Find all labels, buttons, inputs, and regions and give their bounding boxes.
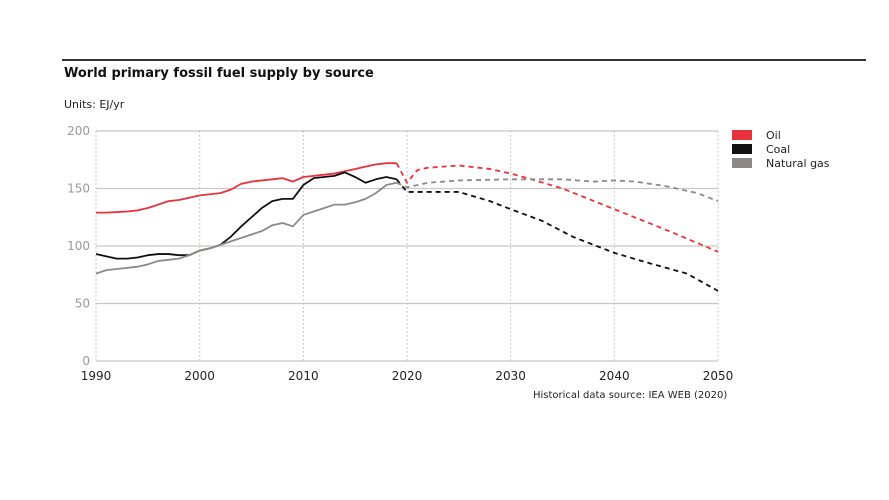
legend-item-coal[interactable]: Coal xyxy=(732,142,830,156)
legend-label-oil: Oil xyxy=(766,128,781,142)
y-tick-label: 50 xyxy=(75,297,90,311)
line-coal-historical xyxy=(95,171,397,260)
tick-labels: 0 50 100 150 200 1990 2000 2010 2020 2030 2040 2050 xyxy=(67,124,733,383)
legend-label-coal: Coal xyxy=(766,142,791,156)
legend-item-natural-gas[interactable]: Natural gas xyxy=(732,156,830,170)
line-natural-gas-historical xyxy=(95,181,397,275)
line-natural-gas-projection xyxy=(396,178,719,202)
chart-title: World primary fossil fuel supply by sour… xyxy=(64,66,374,81)
units-label: Units: EJ/yr xyxy=(64,98,125,111)
grid xyxy=(95,130,719,362)
legend: Oil Coal Natural gas xyxy=(732,128,830,170)
source-note: Historical data source: IEA WEB (2020) xyxy=(533,390,728,401)
legend-swatch-oil xyxy=(732,130,752,140)
legend-item-oil[interactable]: Oil xyxy=(732,128,830,142)
y-tick-label: 200 xyxy=(67,124,90,138)
line-coal-projection xyxy=(395,178,719,292)
x-tick-label: 2050 xyxy=(703,369,734,383)
x-tick-label: 2030 xyxy=(495,369,526,383)
x-tick-label: 2010 xyxy=(288,369,319,383)
y-tick-label: 150 xyxy=(67,182,90,196)
x-tick-label: 2040 xyxy=(599,369,630,383)
series-lines xyxy=(95,162,719,292)
line-oil-projection xyxy=(395,162,719,253)
top-rule xyxy=(62,59,866,61)
line-oil-historical xyxy=(96,162,397,214)
x-tick-label: 1990 xyxy=(81,369,112,383)
x-tick-label: 2000 xyxy=(184,369,215,383)
legend-swatch-natural-gas xyxy=(732,158,752,168)
y-tick-label: 0 xyxy=(82,354,90,368)
x-tick-label: 2020 xyxy=(392,369,423,383)
legend-swatch-coal xyxy=(732,144,752,154)
y-tick-label: 100 xyxy=(67,239,90,253)
legend-label-natural-gas: Natural gas xyxy=(766,156,830,170)
